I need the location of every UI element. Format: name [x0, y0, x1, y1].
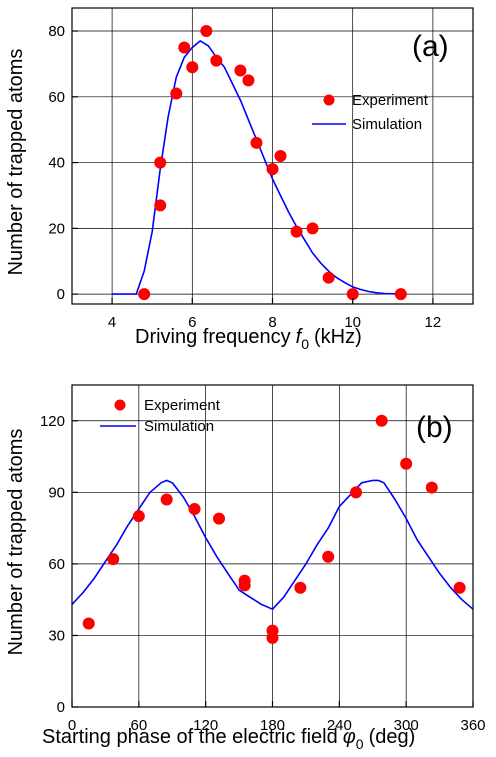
- x-tick-label-b-0: 0: [68, 717, 76, 734]
- x-tick-label-b-2: 120: [193, 717, 218, 734]
- legend-label-experiment-b: Experiment: [144, 397, 221, 414]
- experiment-point-b-7: [238, 574, 251, 587]
- y-tick-label-b-0: 0: [57, 699, 65, 716]
- y-tick-label-a-1: 20: [48, 220, 65, 237]
- experiment-point-b-13: [375, 414, 388, 427]
- legend-marker-experiment-a: [323, 94, 335, 106]
- panel-label-a: (a): [412, 30, 449, 63]
- x-axis-unit-a: (kHz): [314, 326, 362, 348]
- experiment-points-a: [138, 25, 407, 301]
- y-tick-label-a-3: 60: [48, 89, 65, 106]
- y-axis-title-a: Number of trapped atoms: [5, 49, 27, 276]
- legend-label-simulation-b: Simulation: [144, 418, 214, 435]
- y-tick-label-b-3: 90: [48, 484, 65, 501]
- x-axis-title-a: Driving frequency f0 (kHz): [135, 326, 362, 352]
- x-axis-symbol-b: φ: [343, 726, 356, 748]
- experiment-point-b-11: [322, 550, 335, 563]
- y-tick-label-b-4: 120: [40, 413, 65, 430]
- x-tick-label-a-3: 10: [344, 314, 361, 331]
- experiment-point-b-3: [160, 493, 173, 506]
- experiment-point-a-4: [178, 41, 191, 54]
- x-axis-subscript-b: 0: [356, 736, 364, 752]
- experiment-point-b-12: [350, 486, 363, 499]
- experiment-point-b-1: [107, 553, 120, 566]
- y-tick-labels-b: 0 30 60 90 120: [40, 413, 65, 716]
- experiment-point-a-14: [306, 222, 319, 235]
- experiment-point-b-2: [132, 510, 145, 523]
- experiment-point-a-8: [234, 64, 247, 77]
- legend-label-experiment-a: Experiment: [352, 92, 429, 109]
- simulation-line-b: [71, 479, 474, 611]
- experiment-point-a-13: [290, 225, 303, 238]
- x-tick-label-b-5: 300: [394, 717, 419, 734]
- panel-a: 4 6 8 10 12 0 20 40 60 80 (a) Experiment Simulat…: [5, 7, 474, 352]
- x-tick-label-b-3: 180: [260, 717, 285, 734]
- x-tick-label-b-4: 240: [327, 717, 352, 734]
- experiment-point-b-4: [188, 503, 201, 516]
- simulation-curve-b: [71, 479, 474, 611]
- y-tick-label-a-0: 0: [57, 286, 65, 303]
- x-axis-subscript-a: 0: [301, 336, 309, 352]
- x-axis-symbol-a: f: [296, 326, 304, 348]
- x-tick-label-b-6: 360: [460, 717, 485, 734]
- legend-b: Experiment Simulation: [100, 397, 221, 435]
- experiment-point-a-7: [210, 54, 223, 67]
- ticks-a: [72, 30, 434, 304]
- x-tick-label-b-1: 60: [130, 717, 147, 734]
- x-axis-title-text-b: Starting phase of the electric field: [42, 726, 338, 748]
- experiment-point-b-15: [425, 481, 438, 494]
- x-axis-unit-b: (deg): [369, 726, 416, 748]
- x-tick-label-a-2: 8: [268, 314, 276, 331]
- y-tick-label-a-2: 40: [48, 155, 65, 172]
- experiment-point-b-5: [213, 512, 226, 525]
- y-tick-labels-a: 0 20 40 60 80: [48, 23, 65, 303]
- experiment-point-a-17: [394, 288, 407, 301]
- experiment-point-b-0: [82, 617, 95, 630]
- experiment-points-b: [82, 414, 466, 644]
- legend-marker-experiment-b: [114, 399, 126, 411]
- experiment-point-a-9: [242, 74, 255, 87]
- gridlines-a: [72, 8, 473, 304]
- experiment-point-a-1: [154, 199, 167, 212]
- experiment-point-a-2: [154, 156, 167, 169]
- experiment-point-b-14: [400, 457, 413, 470]
- y-tick-label-b-2: 60: [48, 556, 65, 573]
- experiment-point-a-11: [266, 163, 279, 176]
- experiment-point-a-15: [322, 271, 335, 284]
- legend-a: Experiment Simulation: [312, 92, 429, 133]
- x-tick-label-a-4: 12: [425, 314, 442, 331]
- x-tick-label-a-0: 4: [108, 314, 116, 331]
- y-tick-label-b-1: 30: [48, 627, 65, 644]
- experiment-point-b-16: [453, 581, 466, 594]
- x-axis-title-text-a: Driving frequency: [135, 326, 291, 348]
- y-axis-title-b: Number of trapped atoms: [5, 429, 27, 656]
- legend-label-simulation-a: Simulation: [352, 116, 422, 133]
- experiment-point-a-10: [250, 136, 263, 149]
- experiment-point-a-3: [170, 87, 183, 100]
- panel-label-b: (b): [416, 411, 453, 444]
- experiment-point-a-0: [138, 288, 151, 301]
- y-tick-label-a-4: 80: [48, 23, 65, 40]
- experiment-point-a-16: [346, 288, 359, 301]
- experiment-point-a-6: [200, 25, 213, 38]
- experiment-point-a-12: [274, 150, 287, 162]
- experiment-point-a-5: [186, 61, 199, 74]
- experiment-point-b-10: [294, 581, 307, 594]
- experiment-point-b-9: [266, 631, 279, 644]
- ticks-b: [71, 420, 474, 708]
- x-axis-title-b: Starting phase of the electric field φ0 (d…: [42, 726, 415, 752]
- x-tick-label-a-1: 6: [188, 314, 196, 331]
- x-tick-labels-b: 0 60 120 180 240 300 360: [68, 717, 486, 734]
- x-tick-labels-a: 4 6 8 10 12: [108, 314, 441, 331]
- panel-b: 0 60 120 180 240 300 360 0 30 60 90 120 (b) Experi…: [5, 384, 486, 752]
